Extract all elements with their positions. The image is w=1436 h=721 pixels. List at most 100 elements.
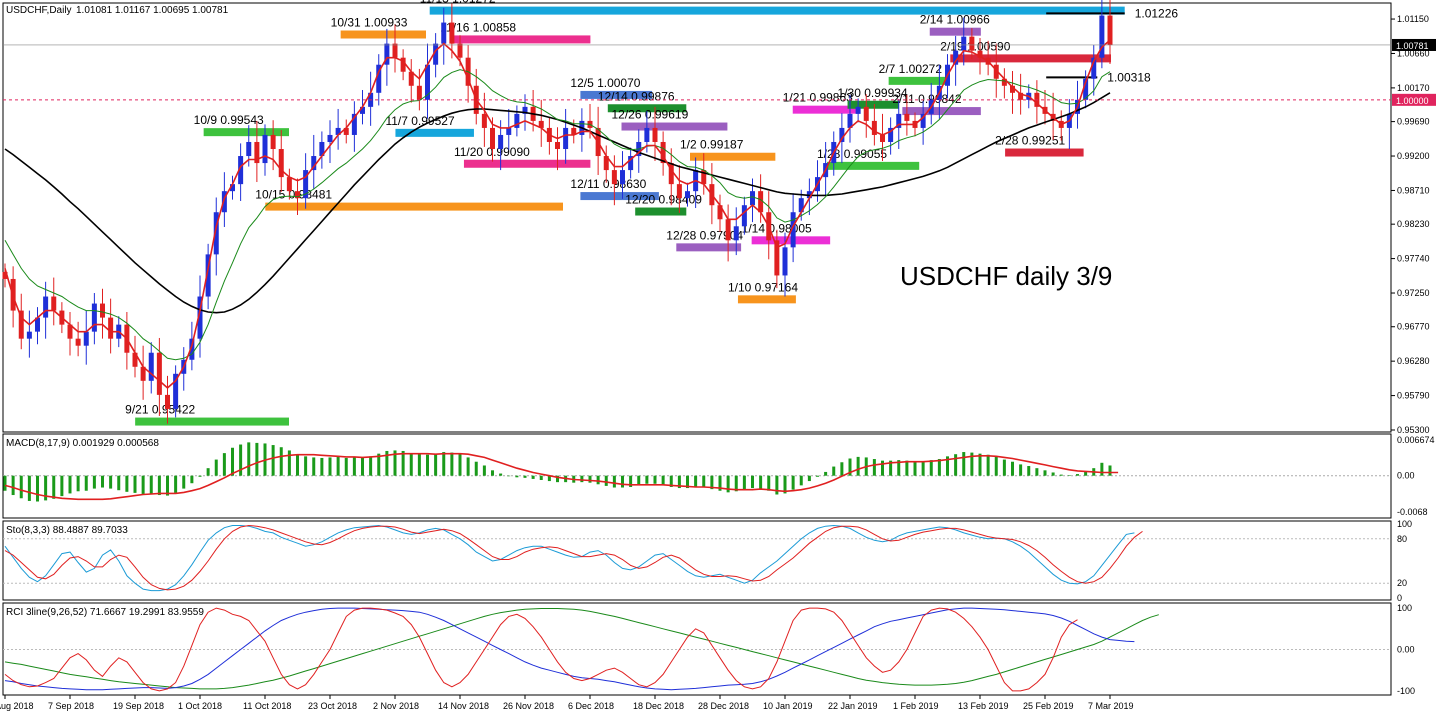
candle-body: [449, 22, 455, 44]
x-tick-label: 11 Oct 2018: [243, 701, 291, 711]
macd-tick-label: -0.0068: [1397, 507, 1428, 517]
candle-body: [75, 338, 81, 346]
candle-body: [1107, 15, 1113, 46]
level-bar: [929, 27, 981, 36]
candle-body: [108, 317, 114, 339]
candle-body: [205, 254, 211, 297]
rci-label: RCI 3line(9,26,52) 71.6667 19.2991 83.95…: [6, 607, 204, 618]
candle-body: [676, 184, 682, 199]
candle-body: [733, 226, 739, 241]
x-tick-label: 26 Nov 2018: [503, 701, 554, 711]
x-tick-label: 7 Sep 2018: [48, 701, 94, 711]
parity-level-badge: [1392, 93, 1436, 106]
price-tick-label: 0.98710: [1397, 185, 1430, 195]
x-tick-label: 28 Aug 2018: [0, 701, 34, 711]
level-bar: [265, 202, 563, 211]
candle-body: [871, 120, 877, 135]
level-bar: [635, 207, 687, 216]
candle-body: [555, 141, 560, 150]
candle-body: [416, 85, 422, 100]
level-label: 1.01226: [1135, 6, 1179, 20]
candle-body: [782, 247, 788, 276]
level-bar: [580, 90, 653, 99]
candle-body: [896, 113, 902, 128]
candle-body: [725, 219, 731, 241]
stochastic-pane-frame: [2, 520, 1392, 601]
level-bar: [450, 35, 591, 44]
candle-body: [1099, 15, 1105, 58]
candle-body: [311, 156, 317, 171]
level-bar: [737, 295, 796, 304]
stoch-tick-label: 100: [1397, 519, 1412, 529]
ema-green-line: [4, 69, 1111, 361]
candle-body: [920, 113, 926, 128]
level-label: 1/30 0.99934: [838, 86, 908, 100]
candle-body: [774, 240, 780, 276]
candle-body: [286, 177, 292, 192]
candle-body: [35, 317, 40, 332]
x-tick-label: 28 Dec 2018: [698, 701, 749, 711]
candle-body: [701, 170, 707, 185]
level-bar: [429, 6, 1125, 15]
level-label: 1.00318: [1107, 70, 1151, 84]
last-price-label: 1.00781: [1396, 41, 1429, 51]
price-tick-label: 0.97740: [1397, 254, 1430, 264]
level-label: 12/26 0.99619: [612, 108, 689, 122]
candle-body: [514, 113, 520, 128]
level-label: 9/21 0.95422: [125, 403, 195, 417]
candle-body: [441, 22, 447, 44]
candle-body: [1083, 78, 1089, 100]
candle-body: [254, 141, 260, 164]
x-tick-label: 22 Jan 2019: [828, 701, 878, 711]
candle-body: [18, 310, 24, 339]
price-tick-label: 0.99690: [1397, 117, 1430, 127]
level-label: 12/5 1.00070: [570, 76, 640, 90]
x-tick-label: 23 Oct 2018: [308, 701, 357, 711]
candle-body: [855, 106, 861, 114]
chart-title: USDCHF daily 3/9: [900, 261, 1112, 291]
candle-body: [538, 120, 544, 128]
candle-body: [156, 352, 162, 395]
rci-short-line: [4, 607, 1078, 692]
macd-signal-line: [4, 452, 1119, 501]
rci-layer: 100 0.00 -100: [3, 603, 1415, 696]
candle-body: [433, 43, 439, 65]
level-bar: [902, 107, 981, 116]
candle-body: [498, 134, 504, 150]
last-price-badge: [1392, 38, 1436, 51]
candle-body: [993, 64, 999, 79]
price-tick-label: 0.99200: [1397, 151, 1430, 161]
macd-tick-label: 0.00: [1397, 471, 1415, 481]
price-tick-label: 1.00170: [1397, 83, 1430, 93]
parity-level-label: 1.00000: [1396, 96, 1429, 106]
ohlc-readout: 1.01081 1.01167 1.00695 1.00781: [76, 5, 229, 16]
candle-body: [839, 127, 845, 142]
price-tick-label: 0.95790: [1397, 391, 1430, 401]
price-tick-label: 1.00660: [1397, 48, 1430, 58]
candle-body: [392, 43, 398, 58]
level-bar: [888, 76, 947, 85]
candle-body: [758, 191, 764, 213]
candle-body: [750, 191, 755, 206]
candle-body: [238, 156, 244, 185]
price-tick-label: 0.96280: [1397, 356, 1430, 366]
candle-body: [880, 134, 885, 142]
level-label: 1/10 0.97164: [728, 280, 798, 294]
level-label: 12/20 0.98409: [625, 193, 702, 207]
level-label: 12/11 0.98630: [570, 177, 646, 191]
level-label: 10/9 0.99543: [194, 113, 264, 127]
candle-body: [628, 156, 634, 171]
candle-body: [360, 106, 365, 114]
candle-body: [1010, 85, 1015, 93]
price-tick-label: 0.95300: [1397, 425, 1430, 435]
candle-body: [457, 43, 463, 58]
level-label: 2/19 1.00590: [940, 39, 1010, 53]
candle-body: [644, 127, 650, 142]
level-label: 12/28 0.97904: [666, 228, 743, 242]
x-tick-label: 13 Feb 2019: [958, 701, 1009, 711]
candle-body: [351, 113, 357, 135]
candle-body: [506, 127, 512, 135]
level-label: 10/31 1.00933: [331, 16, 408, 30]
level-label: 2/14 1.00966: [920, 13, 990, 27]
candle-body: [91, 303, 97, 332]
